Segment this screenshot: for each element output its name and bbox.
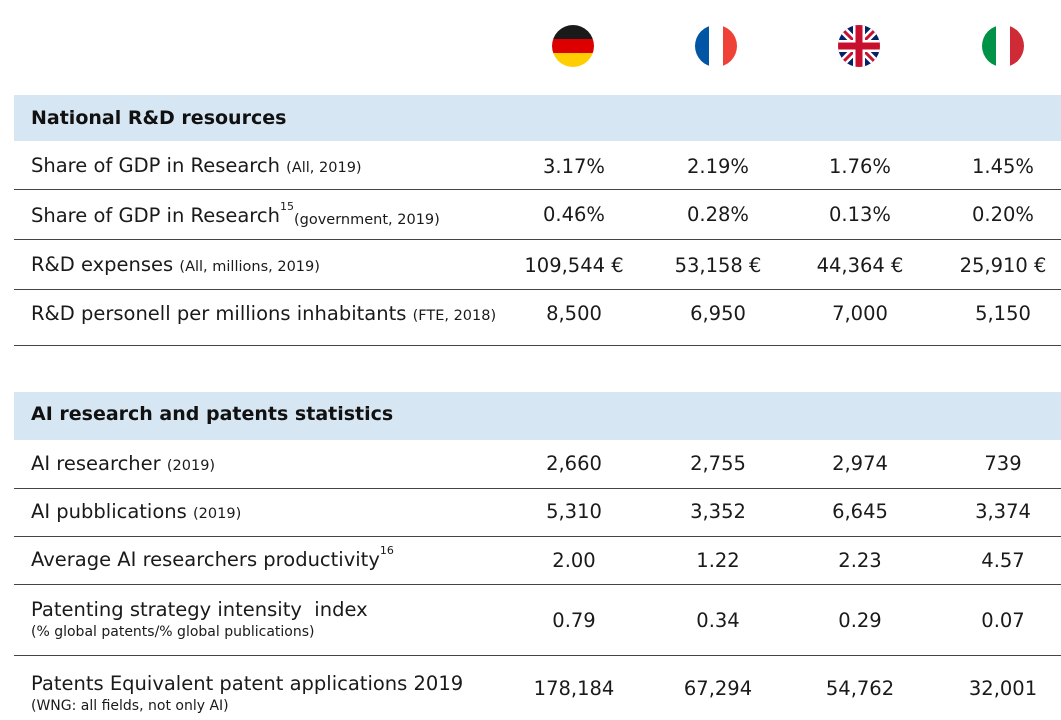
row-label-text: R&D expenses <box>31 253 174 276</box>
row-label: Share of GDP in Research (All, 2019) <box>31 154 362 177</box>
value-uk: 0.13% <box>829 203 891 226</box>
value-italy: 739 <box>984 452 1022 475</box>
table-row: AI researcher (2019) 2,660 2,755 2,974 7… <box>14 440 1061 489</box>
value-uk: 0.29 <box>838 609 882 632</box>
row-label: Patents Equivalent patent applications 2… <box>31 672 463 714</box>
value-germany: 2.00 <box>552 549 596 572</box>
value-france: 1.22 <box>696 549 740 572</box>
value-germany: 0.46% <box>543 203 605 226</box>
row-label-text: Patents Equivalent patent applications 2… <box>31 672 464 695</box>
row-note: (2019) <box>193 506 242 522</box>
value-germany: 5,310 <box>546 500 602 523</box>
table-row: Share of GDP in Research15(government, 2… <box>14 190 1061 240</box>
row-label: Average AI researchers productivity16 <box>31 544 394 571</box>
value-germany: 8,500 <box>546 302 602 325</box>
row-label-text: AI pubblications <box>31 500 187 523</box>
row-label: Patenting strategy intensity index (% glo… <box>31 598 368 640</box>
value-france: 0.28% <box>687 203 749 226</box>
value-germany: 178,184 <box>533 677 615 700</box>
row-note: (government, 2019) <box>293 212 440 228</box>
footnote-ref: 16 <box>379 544 394 557</box>
table-row: Patenting strategy intensity index (% glo… <box>14 585 1061 656</box>
value-france: 67,294 <box>683 677 753 700</box>
value-germany: 2,660 <box>546 452 602 475</box>
value-germany: 3.17% <box>543 155 605 178</box>
value-uk: 1.76% <box>829 155 891 178</box>
row-note: (2019) <box>166 458 216 474</box>
row-label-text: R&D personell per millions inhabitants <box>31 302 407 325</box>
value-uk: 54,762 <box>825 677 895 700</box>
row-label: R&D personell per millions inhabitants (… <box>31 302 496 325</box>
value-france: 2.19% <box>687 155 749 178</box>
value-italy: 4.57 <box>981 549 1025 572</box>
row-note: (All, 2019) <box>286 160 362 176</box>
table-row: R&D expenses (All, millions, 2019) 109,5… <box>14 240 1061 290</box>
row-label-text: Share of GDP in Research <box>31 204 280 227</box>
value-italy: 5,150 <box>975 302 1031 325</box>
row-label: R&D expenses (All, millions, 2019) <box>31 253 320 276</box>
value-uk: 2,974 <box>832 452 888 475</box>
uk-flag-icon <box>838 25 880 67</box>
value-italy: 1.45% <box>972 155 1034 178</box>
section-header-ai-research: AI research and patents statistics <box>14 392 1061 440</box>
row-subnote: (WNG: all fields, not only AI) <box>31 698 229 714</box>
value-uk: 2.23 <box>838 549 882 572</box>
value-germany: 0.79 <box>552 609 596 632</box>
value-france: 0.34 <box>696 609 740 632</box>
row-label: AI researcher (2019) <box>31 452 215 475</box>
value-italy: 0.20% <box>972 203 1034 226</box>
footnote-ref: 15 <box>279 200 294 213</box>
value-germany: 109,544 € <box>524 254 624 277</box>
italy-flag-icon <box>982 25 1024 67</box>
row-label-text: Average AI researchers productivity <box>31 548 380 571</box>
row-note: (All, millions, 2019) <box>179 259 320 275</box>
value-uk: 7,000 <box>832 302 888 325</box>
table-row: Share of GDP in Research (All, 2019) 3.1… <box>14 141 1061 190</box>
row-label: AI pubblications (2019) <box>31 500 241 523</box>
value-italy: 25,910 € <box>959 254 1047 277</box>
row-label-text: Share of GDP in Research <box>31 154 280 177</box>
value-uk: 6,645 <box>832 500 888 523</box>
row-label: Share of GDP in Research15(government, 2… <box>31 200 440 228</box>
value-uk: 44,364 € <box>816 254 904 277</box>
value-france: 53,158 € <box>674 254 762 277</box>
table-row: R&D personell per millions inhabitants (… <box>14 290 1061 346</box>
country-flags <box>0 0 1061 95</box>
value-italy: 3,374 <box>975 500 1031 523</box>
table-row: AI pubblications (2019) 5,310 3,352 6,64… <box>14 489 1061 537</box>
row-label-text: Patenting strategy intensity index <box>31 598 368 621</box>
row-subnote: (% global patents/% global publications) <box>31 624 315 640</box>
row-note: (FTE, 2018) <box>412 308 497 324</box>
france-flag-icon <box>695 25 737 67</box>
value-france: 6,950 <box>690 302 746 325</box>
germany-flag-icon <box>552 25 594 67</box>
section-header-rd-resources: National R&D resources <box>14 95 1061 141</box>
value-france: 2,755 <box>690 452 746 475</box>
value-italy: 0.07 <box>981 609 1025 632</box>
table-row: Average AI researchers productivity16 2.… <box>14 537 1061 585</box>
value-italy: 32,001 <box>968 677 1038 700</box>
value-france: 3,352 <box>690 500 746 523</box>
row-label-text: AI researcher <box>31 452 161 475</box>
table-row: Patents Equivalent patent applications 2… <box>14 656 1061 720</box>
